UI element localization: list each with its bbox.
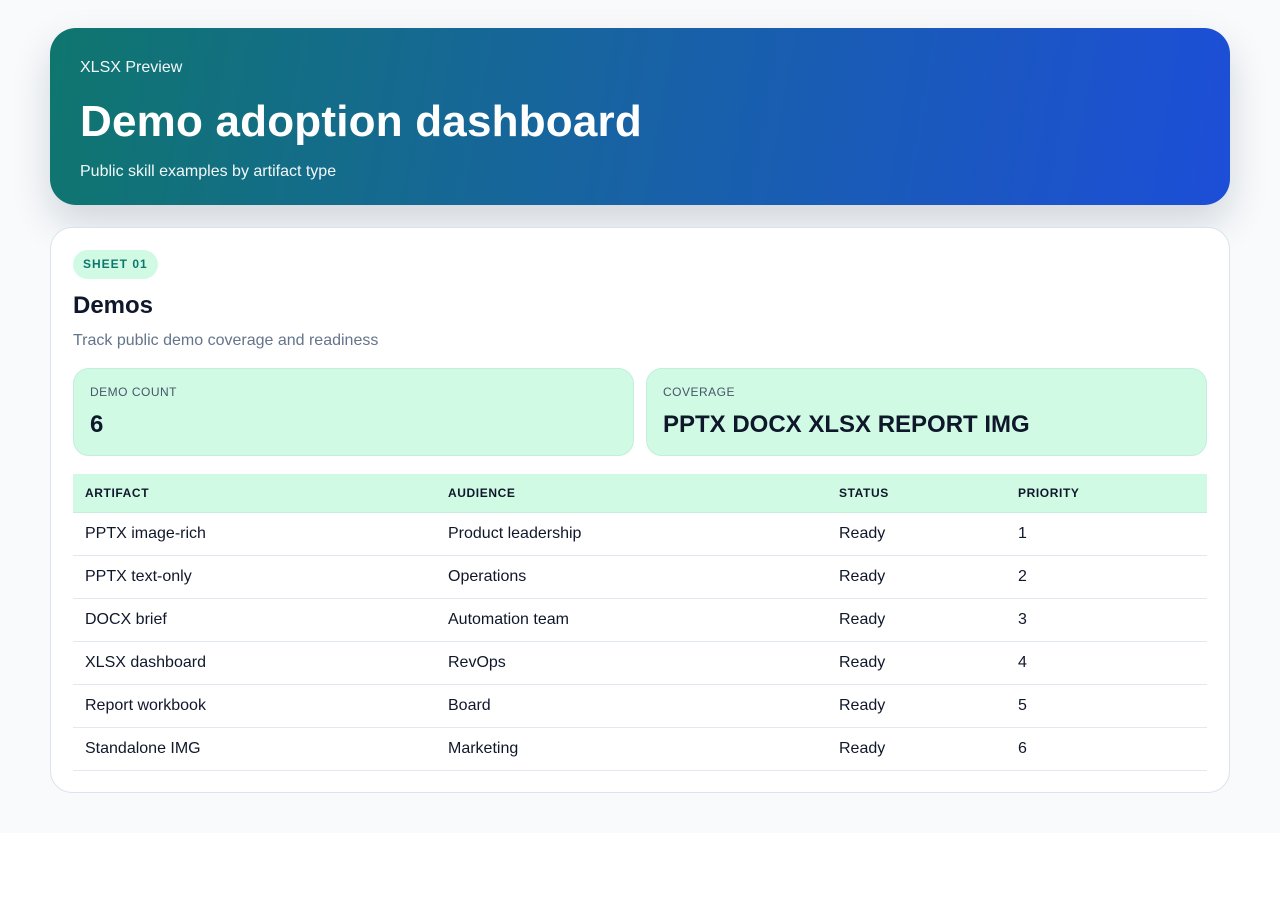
sheet-description: Track public demo coverage and readiness: [73, 332, 379, 349]
stat-coverage: COVERAGE PPTX DOCX XLSX REPORT IMG: [646, 368, 1207, 456]
table-row: Standalone IMG Marketing Ready 6: [73, 727, 1207, 771]
cell-status: Ready: [827, 598, 1006, 642]
cell-priority: 6: [1006, 727, 1207, 771]
cell-priority: 1: [1006, 512, 1207, 556]
cell-artifact: DOCX brief: [73, 598, 436, 642]
cell-audience: Automation team: [436, 598, 827, 642]
stats-row: DEMO COUNT 6 COVERAGE PPTX DOCX XLSX REP…: [73, 368, 1207, 456]
column-header-artifact: ARTIFACT: [73, 474, 436, 513]
cell-artifact: PPTX image-rich: [73, 512, 436, 556]
table-row: PPTX image-rich Product leadership Ready…: [73, 512, 1207, 556]
cell-artifact: PPTX text-only: [73, 555, 436, 599]
column-header-priority: PRIORITY: [1006, 474, 1207, 513]
hero-banner: XLSX Preview Demo adoption dashboard Pub…: [50, 28, 1230, 205]
cell-audience: Marketing: [436, 727, 827, 771]
table-header-row: ARTIFACT AUDIENCE STATUS PRIORITY: [73, 474, 1207, 513]
cell-status: Ready: [827, 555, 1006, 599]
table-row: PPTX text-only Operations Ready 2: [73, 555, 1207, 599]
hero-eyebrow: XLSX Preview: [80, 59, 183, 76]
cell-status: Ready: [827, 684, 1006, 728]
hero-subtitle: Public skill examples by artifact type: [80, 163, 337, 180]
cell-status: Ready: [827, 727, 1006, 771]
cell-audience: Product leadership: [436, 512, 827, 556]
column-header-status: STATUS: [827, 474, 1006, 513]
cell-audience: Operations: [436, 555, 827, 599]
cell-artifact: Report workbook: [73, 684, 436, 728]
cell-audience: RevOps: [436, 641, 827, 685]
table-row: Report workbook Board Ready 5: [73, 684, 1207, 728]
column-header-audience: AUDIENCE: [436, 474, 827, 513]
cell-artifact: XLSX dashboard: [73, 641, 436, 685]
sheet-title: Demos: [73, 292, 154, 319]
cell-priority: 5: [1006, 684, 1207, 728]
cell-priority: 4: [1006, 641, 1207, 685]
stat-demo-count: DEMO COUNT 6: [73, 368, 634, 456]
table-row: XLSX dashboard RevOps Ready 4: [73, 641, 1207, 685]
demos-table: ARTIFACT AUDIENCE STATUS PRIORITY PPTX i…: [73, 474, 1207, 771]
page-title: Demo adoption dashboard: [80, 97, 642, 146]
stat-label: COVERAGE: [663, 385, 736, 399]
cell-priority: 2: [1006, 555, 1207, 599]
cell-artifact: Standalone IMG: [73, 727, 436, 771]
cell-audience: Board: [436, 684, 827, 728]
cell-priority: 3: [1006, 598, 1207, 642]
table-row: DOCX brief Automation team Ready 3: [73, 598, 1207, 642]
sheet-badge: SHEET 01: [73, 250, 158, 279]
cell-status: Ready: [827, 641, 1006, 685]
stat-value: PPTX DOCX XLSX REPORT IMG: [663, 411, 1030, 438]
stat-label: DEMO COUNT: [90, 385, 177, 399]
sheet-card: SHEET 01 Demos Track public demo coverag…: [50, 227, 1230, 793]
cell-status: Ready: [827, 512, 1006, 556]
stat-value: 6: [90, 411, 104, 438]
